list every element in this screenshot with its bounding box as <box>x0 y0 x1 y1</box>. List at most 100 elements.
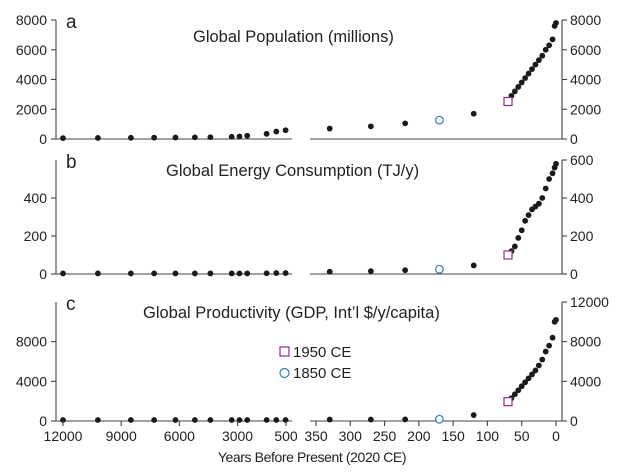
data-point <box>172 134 179 141</box>
y-tick-label-left: 8000 <box>16 334 47 350</box>
legend-label: 1950 CE <box>293 344 351 361</box>
marker-1850 <box>435 264 444 274</box>
marker-1950 <box>503 397 513 407</box>
legend-square-icon <box>279 346 290 357</box>
data-point <box>60 417 66 423</box>
data-point <box>525 212 532 219</box>
data-point <box>326 268 333 275</box>
data-point <box>263 130 270 137</box>
data-point <box>542 46 549 53</box>
data-point <box>470 412 477 418</box>
data-point <box>525 375 532 382</box>
data-point <box>518 227 525 234</box>
y-tick-label-left: 0 <box>39 413 47 429</box>
data-point <box>95 270 101 277</box>
data-point <box>515 84 522 90</box>
data-point <box>151 417 158 423</box>
data-point <box>549 36 556 43</box>
y-tick-label-left: 0 <box>39 131 47 147</box>
data-point <box>522 75 529 81</box>
data-point <box>228 133 235 140</box>
x-tick-label: 350 <box>304 428 328 444</box>
data-point <box>470 262 477 269</box>
data-point <box>95 417 101 423</box>
data-point <box>127 417 134 423</box>
y-tick-label-right: 12000 <box>570 294 609 310</box>
data-point <box>191 134 198 141</box>
data-point <box>518 79 525 86</box>
panel-label: a <box>66 12 77 33</box>
data-point <box>529 371 535 378</box>
data-point <box>529 66 535 72</box>
x-tick-label: 300 <box>339 428 363 444</box>
data-point <box>263 270 270 277</box>
data-point <box>244 270 251 277</box>
y-tick-label-right: 6000 <box>570 42 601 58</box>
data-point <box>553 316 559 323</box>
data-point <box>470 110 477 117</box>
data-point <box>282 270 289 276</box>
data-point <box>535 57 542 64</box>
x-tick-label: 0 <box>552 428 560 444</box>
data-point <box>511 88 518 95</box>
data-point <box>546 342 553 349</box>
data-point <box>244 132 251 139</box>
x-tick-label: 12000 <box>44 428 83 444</box>
y-tick-label-left: 200 <box>24 228 48 244</box>
legend-circle-icon <box>279 367 290 379</box>
marker-1950 <box>503 250 513 260</box>
y-tick-label-right: 0 <box>570 266 578 282</box>
data-point <box>402 416 409 423</box>
data-point <box>525 70 532 77</box>
data-point <box>515 387 522 394</box>
y-tick-label-right: 8000 <box>570 12 601 28</box>
data-point <box>244 417 251 423</box>
data-point <box>236 270 243 277</box>
y-tick-label-right: 0 <box>570 413 578 429</box>
x-tick-label: 3000 <box>222 428 253 444</box>
y-tick-label-left: 400 <box>24 190 48 206</box>
data-point <box>515 235 522 241</box>
y-tick-label-right: 200 <box>570 228 594 244</box>
panel-title: Global Population (millions) <box>193 28 394 46</box>
data-point <box>191 270 198 277</box>
data-point <box>402 267 409 274</box>
data-point <box>535 362 542 369</box>
data-point <box>172 270 179 277</box>
data-point <box>553 20 559 26</box>
data-point <box>511 243 518 250</box>
data-point <box>127 270 134 277</box>
data-point <box>60 135 66 142</box>
data-point <box>326 416 333 423</box>
data-point <box>553 160 559 167</box>
y-tick-label-left: 4000 <box>16 72 47 88</box>
y-tick-label-right: 4000 <box>570 373 601 389</box>
y-tick-label-left: 6000 <box>16 42 47 58</box>
data-point <box>539 195 546 201</box>
data-point <box>518 383 525 390</box>
data-point <box>95 135 101 141</box>
data-point <box>542 185 549 192</box>
data-point <box>207 417 214 423</box>
data-point <box>522 217 529 224</box>
x-tick-label: 100 <box>476 428 500 444</box>
y-tick-label-left: 8000 <box>16 12 47 28</box>
data-point <box>207 270 214 277</box>
data-point <box>326 125 333 132</box>
data-point <box>522 379 529 386</box>
data-point <box>273 128 280 135</box>
data-point <box>263 417 270 423</box>
panel-label: b <box>66 152 77 173</box>
panel-title: Global Productivity (GDP, Int’l $/y/capi… <box>143 304 440 322</box>
marker-1950 <box>503 96 513 107</box>
data-point <box>191 417 198 423</box>
data-point <box>273 270 280 276</box>
y-tick-label-right: 4000 <box>570 72 601 88</box>
data-point <box>549 170 556 177</box>
data-point <box>539 52 546 59</box>
y-tick-label-right: 0 <box>570 131 578 147</box>
data-point <box>546 42 553 49</box>
data-point <box>282 417 289 423</box>
